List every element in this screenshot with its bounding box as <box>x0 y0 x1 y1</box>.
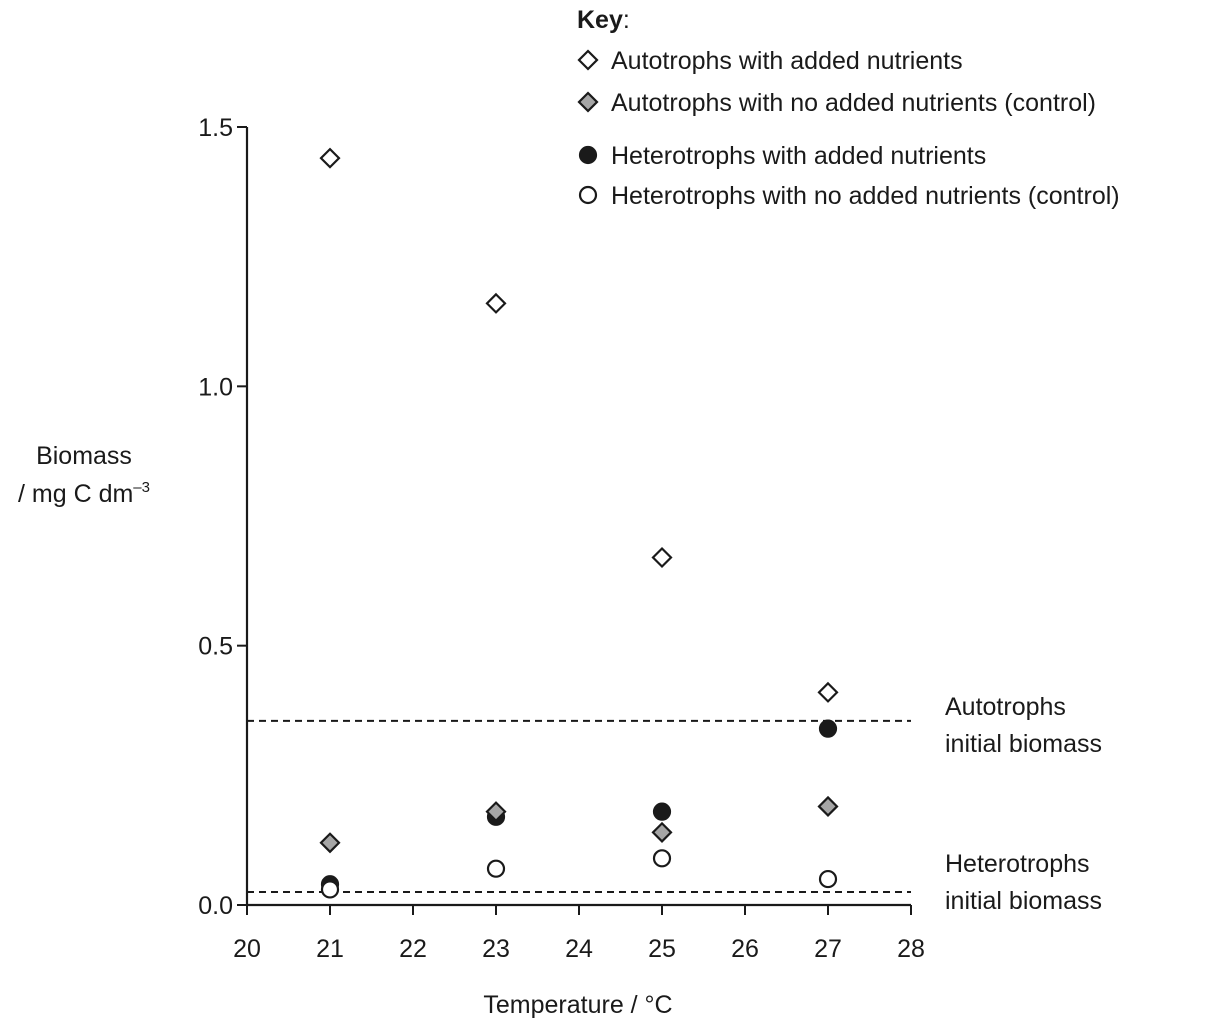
point-series4-27 <box>818 869 838 889</box>
y-tick-label-0.5: 0.5 <box>198 633 233 661</box>
x-tick-label-23: 23 <box>482 935 510 963</box>
legend-item-3: Heterotrophs with added nutrients <box>611 142 986 170</box>
legend-item-2: Autotrophs with no added nutrients (cont… <box>611 89 1096 117</box>
legend-item-4: Heterotrophs with no added nutrients (co… <box>611 182 1120 210</box>
x-tick-label-20: 20 <box>233 935 261 963</box>
point-series4-23 <box>486 859 506 878</box>
reference-label-1-line1: Autotrophs <box>945 693 1066 721</box>
x-tick-label-25: 25 <box>648 935 676 963</box>
x-tick-label-24: 24 <box>565 935 593 963</box>
axes: 20 21 22 23 24 25 26 27 28 0.0 0.5 1.0 1.5 <box>198 114 925 963</box>
reference-lines: Autotrophs initial biomass Heterotrophs ini… <box>247 693 1102 915</box>
x-axis-label: Temperature / °C <box>483 991 672 1019</box>
legend-title-key: Key <box>577 6 623 34</box>
x-tick-label-21: 21 <box>316 935 344 963</box>
legend-item-1: Autotrophs with added nutrients <box>611 47 963 75</box>
point-series3-27 <box>818 719 838 738</box>
y-tick-label-1.0: 1.0 <box>198 373 233 401</box>
point-series2-25 <box>651 821 673 843</box>
y-axis-unit-exponent: –3 <box>133 479 150 496</box>
data-points <box>319 147 839 899</box>
x-tick-label-27: 27 <box>814 935 842 963</box>
x-tick-label-28: 28 <box>897 935 925 963</box>
point-series4-25 <box>652 849 672 868</box>
legend-title: Key: <box>577 6 630 34</box>
y-tick-label-0.0: 0.0 <box>198 892 233 920</box>
legend-marker-3 <box>578 145 598 165</box>
point-series4-21 <box>320 880 340 899</box>
point-series2-27 <box>817 795 839 818</box>
point-series1-21 <box>319 147 341 169</box>
reference-label-2-line2: initial biomass <box>945 887 1102 915</box>
legend-marker-2 <box>577 91 599 113</box>
x-tick-label-22: 22 <box>399 935 427 963</box>
y-axis-label-line2: / mg C dm–3 <box>18 479 150 508</box>
point-series1-23 <box>485 292 507 314</box>
y-tick-label-1.5: 1.5 <box>198 114 233 142</box>
y-axis-label-line1: Biomass <box>36 442 132 470</box>
legend-title-colon: : <box>623 6 630 34</box>
legend-marker-4 <box>578 185 598 205</box>
legend-marker-1 <box>577 49 599 71</box>
point-series1-27 <box>817 681 839 703</box>
point-series2-23 <box>485 801 507 823</box>
y-axis-unit: / mg C dm <box>18 480 133 508</box>
reference-label-1-line2: initial biomass <box>945 730 1102 758</box>
legend: Key: Autotrophs with added nutrients Autot… <box>577 6 1120 210</box>
point-series1-25 <box>651 546 673 569</box>
point-series2-21 <box>319 832 341 854</box>
point-series3-25 <box>652 802 672 821</box>
x-tick-label-26: 26 <box>731 935 759 963</box>
reference-label-2-line1: Heterotrophs <box>945 850 1090 878</box>
